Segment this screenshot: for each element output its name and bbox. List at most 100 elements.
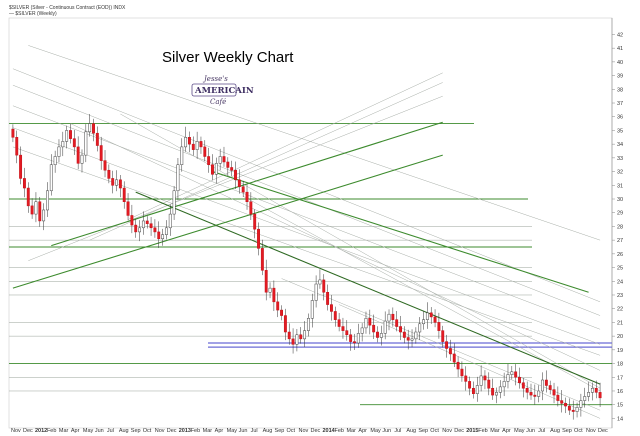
candle-body <box>356 333 360 344</box>
candle-body <box>448 348 452 355</box>
price-tick-label: 32 <box>617 170 623 176</box>
candle-body <box>571 409 575 412</box>
candle-body <box>529 392 533 396</box>
candle-body <box>15 137 19 156</box>
candle-body <box>337 319 341 327</box>
candle-body <box>590 387 594 393</box>
candle-body <box>383 320 387 334</box>
candle-body <box>518 377 521 383</box>
candle-body <box>145 220 149 224</box>
candle-body <box>368 318 372 326</box>
candle-body <box>414 331 418 340</box>
candle-body <box>46 190 49 211</box>
date-tick-label: Feb <box>47 428 56 434</box>
date-tick-label: Oct <box>430 428 439 434</box>
candle-body <box>80 154 84 164</box>
candle-body <box>234 169 237 181</box>
date-tick-label: May <box>514 428 525 434</box>
candle-body <box>134 224 138 233</box>
candle-body <box>498 386 502 393</box>
candle-body <box>195 141 199 150</box>
price-tick-label: 30 <box>617 197 623 203</box>
candle-body <box>310 300 314 319</box>
candle-body <box>445 341 449 349</box>
candle-body <box>69 130 72 139</box>
channel-trendline <box>120 113 601 389</box>
date-tick-label: Nov <box>11 428 21 434</box>
channel-trendline <box>28 45 601 241</box>
candle-body <box>149 223 153 229</box>
candle-body <box>502 381 506 388</box>
candle-body <box>253 213 257 230</box>
candle-body <box>533 394 537 397</box>
date-tick-label: 2012 <box>35 428 47 434</box>
date-tick-label: Apr <box>502 428 511 434</box>
channel-trendline <box>127 72 443 220</box>
date-tick-label: Sep <box>275 428 285 434</box>
date-tick-label: Oct <box>287 428 296 434</box>
candle-body <box>249 201 253 215</box>
date-tick-label: Dec <box>454 428 464 434</box>
candle-body <box>564 403 567 407</box>
date-tick-label: Dec <box>23 428 33 434</box>
candle-body <box>61 141 65 148</box>
date-tick-label: Sep <box>562 428 572 434</box>
svg-text:Café: Café <box>210 98 226 106</box>
date-tick-label: Jun <box>382 428 391 434</box>
price-tick-label: 31 <box>617 183 623 189</box>
date-tick-label: Sep <box>418 428 428 434</box>
candle-body <box>49 164 53 192</box>
channel-trendline <box>12 105 601 330</box>
price-tick-label: 36 <box>617 115 623 121</box>
candle-body <box>291 338 295 345</box>
candle-body <box>475 385 479 394</box>
candle-body <box>598 392 602 399</box>
candle-body <box>441 330 445 342</box>
candle-body <box>184 137 188 148</box>
candle-body <box>257 228 260 249</box>
candle-body <box>303 330 307 340</box>
candle-body <box>168 213 172 229</box>
channel-trendline <box>70 123 601 371</box>
date-tick-label: Jul <box>538 428 545 434</box>
date-tick-label: Aug <box>550 428 560 434</box>
candle-body <box>548 385 552 390</box>
candle-body <box>506 374 510 382</box>
candle-body <box>322 279 326 293</box>
date-tick-label: Dec <box>167 428 177 434</box>
date-tick-label: Dec <box>311 428 321 434</box>
candle-body <box>495 392 498 396</box>
candle-body <box>268 287 272 293</box>
candle-body <box>164 227 168 235</box>
price-tick-label: 35 <box>617 128 623 134</box>
date-tick-label: Feb <box>334 428 343 434</box>
candle-body <box>399 326 402 333</box>
candle-body <box>11 128 15 138</box>
candle-body <box>118 179 122 189</box>
candle-body <box>422 319 425 325</box>
candlesticks-layer <box>11 113 602 420</box>
major-trendline <box>212 171 589 293</box>
candle-body <box>429 312 433 318</box>
price-tick-label: 18 <box>617 362 623 368</box>
channel-trendline <box>12 84 601 316</box>
candle-body <box>161 234 165 240</box>
svg-text:AMERICAIN: AMERICAIN <box>194 86 254 96</box>
candle-body <box>207 156 211 165</box>
date-tick-label: May <box>83 428 94 434</box>
candle-body <box>349 334 353 342</box>
price-tick-label: 26 <box>617 252 623 258</box>
candle-body <box>172 190 176 215</box>
candle-body <box>126 201 130 216</box>
candle-body <box>22 178 26 189</box>
candle-body <box>391 313 395 320</box>
candle-body <box>537 390 541 397</box>
candle-body <box>299 334 303 340</box>
candle-body <box>460 368 464 377</box>
candle-body <box>191 143 195 150</box>
price-tick-label: 37 <box>617 101 623 107</box>
candle-body <box>230 167 234 171</box>
candle-body <box>115 179 118 186</box>
candle-body <box>579 400 583 408</box>
